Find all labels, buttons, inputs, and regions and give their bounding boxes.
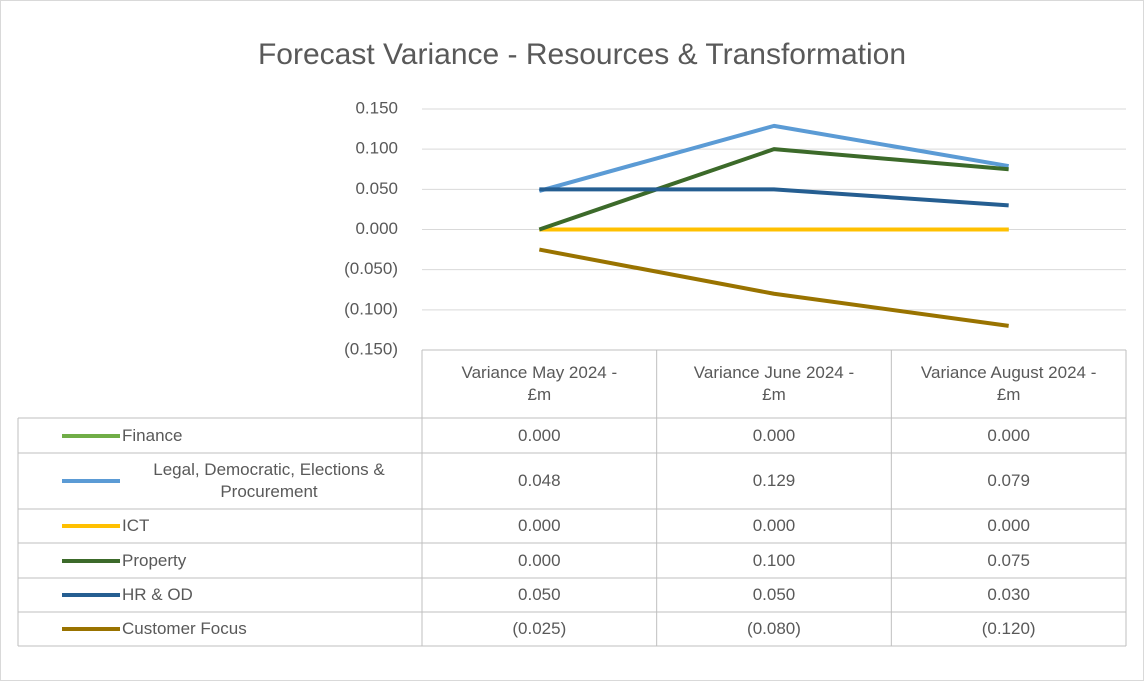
legend-entry: ICT xyxy=(18,509,422,543)
legend-key xyxy=(62,524,120,528)
y-tick-label: (0.050) xyxy=(344,259,398,278)
legend-label: ICT xyxy=(122,516,150,535)
data-table-value: 0.000 xyxy=(518,516,561,535)
data-table-value: 0.000 xyxy=(987,516,1030,535)
legend-label: Customer Focus xyxy=(122,619,247,638)
chart-title: Forecast Variance - Resources & Transfor… xyxy=(258,38,906,71)
y-tick-label: 0.000 xyxy=(355,219,398,238)
legend-key xyxy=(62,593,120,597)
data-table-value: 0.079 xyxy=(987,471,1030,490)
series-line xyxy=(538,147,1009,232)
legend-entry: Customer Focus xyxy=(18,612,422,646)
y-tick-label: (0.150) xyxy=(344,339,398,358)
data-table-value: 0.000 xyxy=(518,425,561,445)
data-table-value: (0.120) xyxy=(981,619,1036,638)
legend-key xyxy=(62,558,120,563)
series-line xyxy=(539,187,1009,208)
data-table-value: (0.080) xyxy=(747,619,801,638)
data-table-value: 0.030 xyxy=(987,585,1030,604)
data-table-value: 0.000 xyxy=(752,516,796,535)
data-table-value: 0.050 xyxy=(518,585,561,604)
legend-key xyxy=(62,627,120,631)
legend-key xyxy=(62,433,120,438)
x-tick-label: Variance August 2024 - £m xyxy=(920,363,1097,404)
data-table-value: 0.050 xyxy=(752,585,796,604)
y-tick-label: 0.050 xyxy=(355,179,398,198)
legend-label: Finance xyxy=(122,425,183,445)
data-table-value: (0.025) xyxy=(512,619,567,638)
y-tick-label: (0.100) xyxy=(344,299,398,318)
x-tick-label: Variance May 2024 - £m xyxy=(461,363,618,404)
data-table-value: 0.129 xyxy=(752,471,796,490)
data-table-value: 0.000 xyxy=(987,425,1030,445)
x-tick-label: Variance June 2024 - £m xyxy=(693,363,855,404)
data-table-value: 0.100 xyxy=(752,550,796,570)
data-table-value: 0.048 xyxy=(518,471,561,490)
legend-entry: Property xyxy=(18,543,422,578)
data-table-value: 0.000 xyxy=(752,425,796,445)
legend-entry: Legal, Democratic, Elections & Procureme… xyxy=(18,453,422,509)
legend-label: Property xyxy=(122,550,187,570)
legend-key xyxy=(62,479,120,483)
y-tick-label: 0.100 xyxy=(355,139,398,158)
data-table-value: 0.000 xyxy=(518,550,561,570)
legend-label: HR & OD xyxy=(122,585,193,604)
legend-entry: Finance xyxy=(18,418,422,453)
y-tick-label: 0.150 xyxy=(355,98,398,117)
legend-label: Legal, Democratic, Elections & Procureme… xyxy=(153,460,385,501)
data-table-value: 0.075 xyxy=(987,550,1030,570)
series-line xyxy=(538,123,1010,193)
legend-entry: HR & OD xyxy=(18,578,422,612)
series-line xyxy=(538,247,1009,328)
